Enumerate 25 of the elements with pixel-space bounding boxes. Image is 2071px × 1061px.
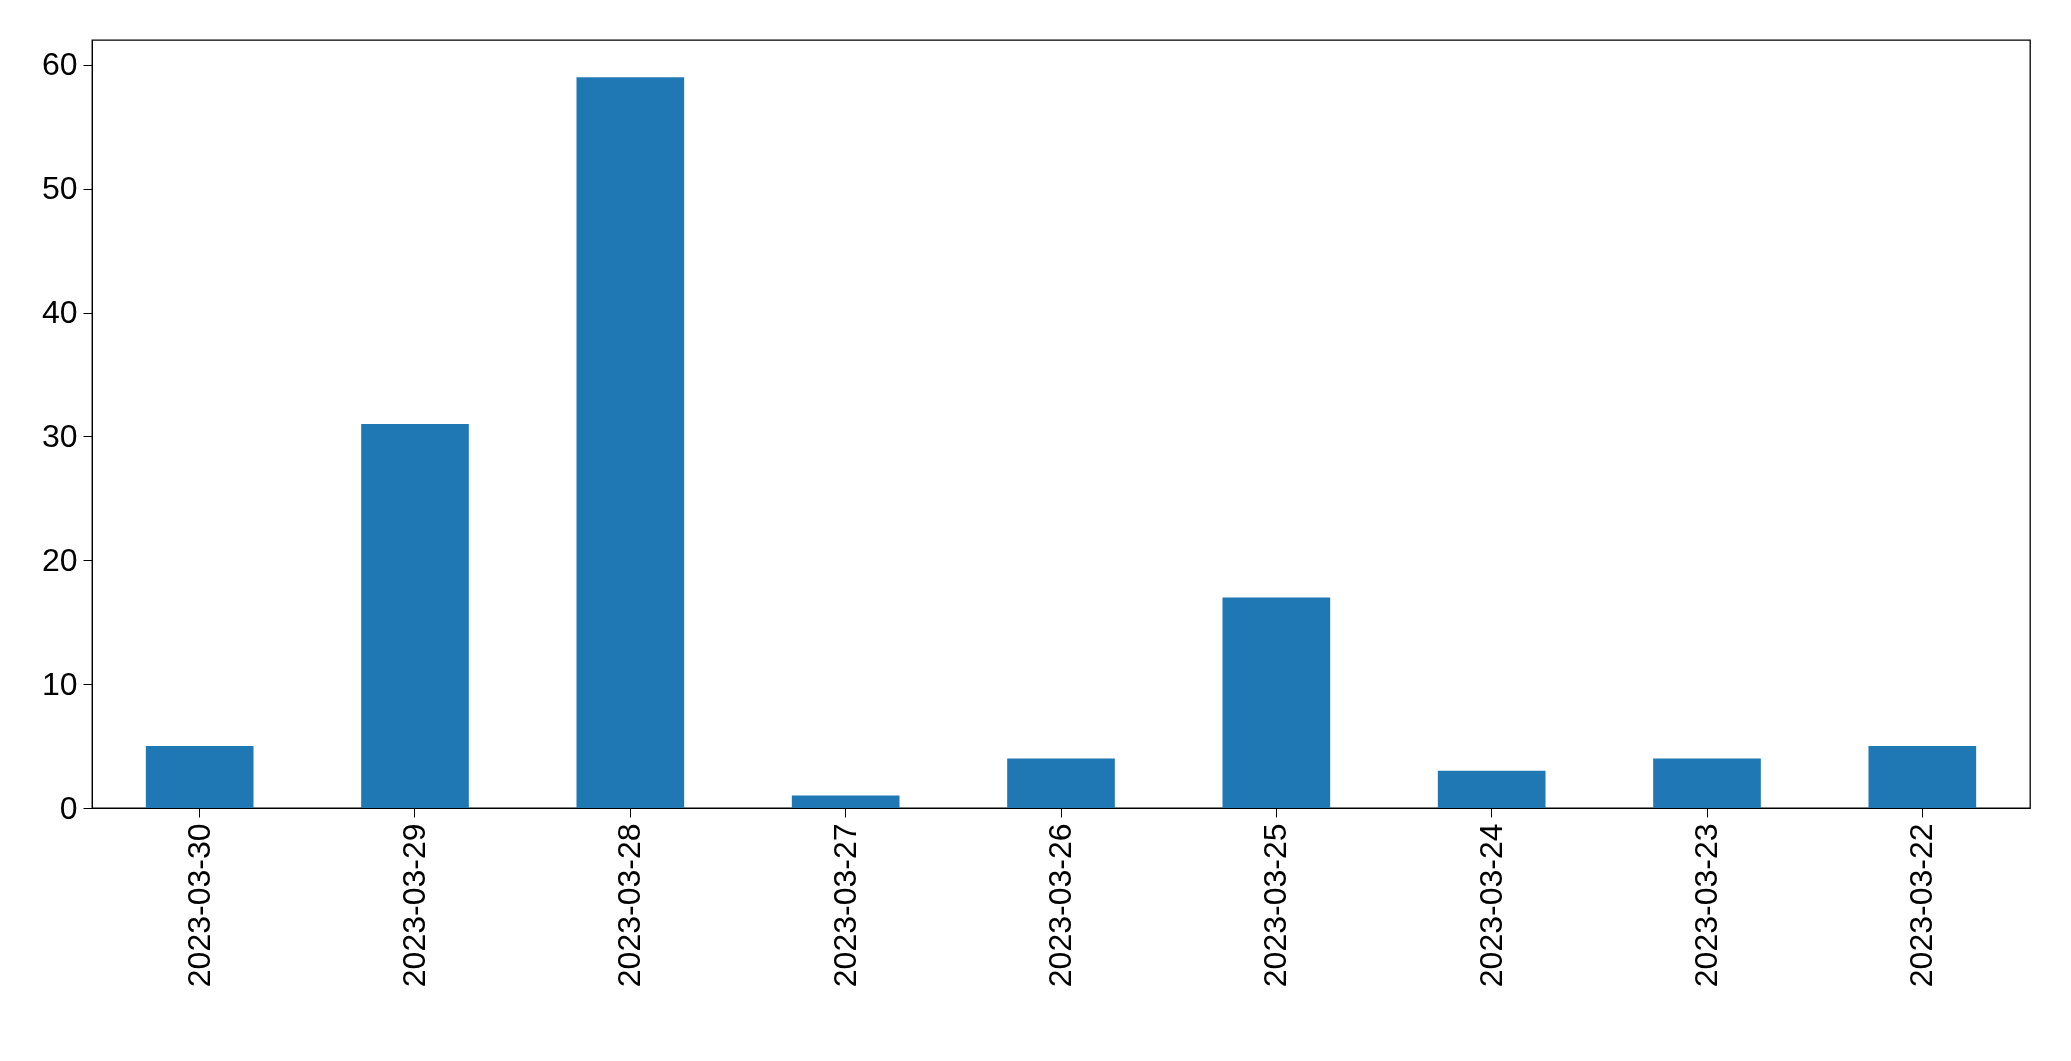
x-tick-label: 2023-03-24	[1472, 823, 1509, 988]
bar	[1653, 758, 1761, 808]
x-tick-label: 2023-03-26	[1042, 823, 1078, 988]
x-tick-label: 2023-03-28	[611, 823, 648, 988]
y-tick-label: 10	[41, 665, 78, 702]
y-tick-label: 30	[41, 417, 78, 454]
bar	[1007, 758, 1115, 808]
y-tick-label: 0	[59, 789, 78, 826]
x-tick-label: 2023-03-30	[180, 823, 217, 988]
x-tick-label: 2023-03-29	[396, 823, 432, 988]
bar	[1437, 770, 1546, 808]
x-tick-label: 2023-03-22	[1903, 823, 1940, 988]
bar	[145, 746, 254, 808]
y-tick-label: 40	[41, 294, 78, 331]
bar	[361, 424, 469, 808]
bar	[1868, 746, 1977, 808]
x-tick-label: 2023-03-27	[826, 823, 863, 988]
bar	[791, 795, 900, 808]
y-tick-label: 60	[41, 46, 78, 83]
y-tick-label: 50	[41, 170, 78, 207]
bar	[576, 77, 685, 808]
bar	[1222, 597, 1331, 808]
y-tick-label: 20	[41, 541, 78, 578]
x-tick-label: 2023-03-25	[1257, 823, 1294, 988]
x-tick-label: 2023-03-23	[1688, 823, 1724, 988]
